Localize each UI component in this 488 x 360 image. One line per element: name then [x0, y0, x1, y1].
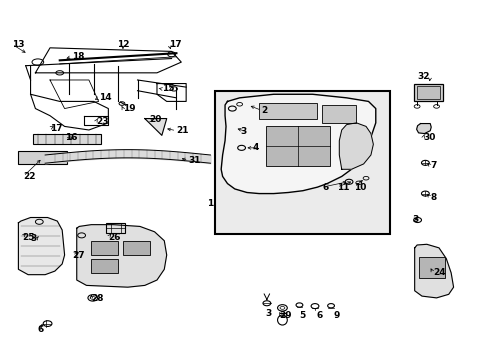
- Bar: [418, 257, 445, 278]
- Text: 1: 1: [206, 199, 212, 208]
- Text: 11: 11: [336, 183, 348, 192]
- Polygon shape: [221, 94, 375, 194]
- Polygon shape: [416, 123, 430, 134]
- Text: 21: 21: [176, 126, 188, 135]
- Text: 9: 9: [333, 311, 339, 320]
- Text: 25: 25: [22, 233, 34, 242]
- Polygon shape: [414, 244, 453, 298]
- Text: 6: 6: [38, 325, 44, 334]
- Text: 32: 32: [417, 72, 429, 81]
- Bar: [91, 241, 118, 255]
- Text: 17: 17: [169, 40, 182, 49]
- Text: 6: 6: [322, 183, 328, 192]
- Text: 31: 31: [188, 156, 201, 165]
- Bar: [106, 223, 125, 233]
- Polygon shape: [339, 123, 372, 169]
- Text: 5: 5: [299, 311, 305, 320]
- Text: 4: 4: [252, 143, 259, 152]
- Bar: [215, 91, 389, 234]
- Bar: [322, 105, 356, 123]
- Text: 3: 3: [411, 215, 418, 224]
- Polygon shape: [144, 118, 166, 135]
- Text: 15: 15: [162, 84, 174, 93]
- Text: 18: 18: [72, 52, 84, 61]
- Bar: [122, 241, 149, 255]
- Polygon shape: [19, 217, 64, 275]
- Polygon shape: [77, 225, 166, 287]
- Text: 29: 29: [279, 311, 291, 320]
- Text: 28: 28: [91, 294, 103, 303]
- Text: 23: 23: [96, 117, 108, 126]
- Text: 24: 24: [432, 268, 445, 277]
- Text: 8: 8: [429, 193, 436, 202]
- Text: 19: 19: [122, 104, 135, 113]
- Text: 3: 3: [264, 310, 271, 319]
- Text: 3: 3: [30, 234, 36, 243]
- Text: 13: 13: [12, 40, 24, 49]
- Text: 22: 22: [23, 172, 36, 181]
- Bar: [266, 126, 329, 166]
- Text: 10: 10: [354, 183, 366, 192]
- Bar: [91, 258, 118, 273]
- Text: 20: 20: [149, 116, 162, 125]
- Text: 12: 12: [117, 40, 129, 49]
- Bar: [416, 86, 439, 99]
- Bar: [259, 103, 317, 119]
- Text: 14: 14: [99, 93, 111, 102]
- Text: 26: 26: [108, 233, 121, 242]
- Bar: [19, 152, 67, 164]
- Text: 27: 27: [72, 251, 84, 260]
- Text: 7: 7: [429, 161, 436, 170]
- Bar: [413, 84, 442, 102]
- Text: 16: 16: [64, 132, 77, 141]
- Bar: [33, 134, 101, 144]
- Text: 30: 30: [423, 132, 435, 141]
- Text: 2: 2: [261, 106, 267, 115]
- Text: 6: 6: [316, 311, 323, 320]
- Text: 3: 3: [240, 127, 246, 136]
- Text: 17: 17: [50, 124, 62, 133]
